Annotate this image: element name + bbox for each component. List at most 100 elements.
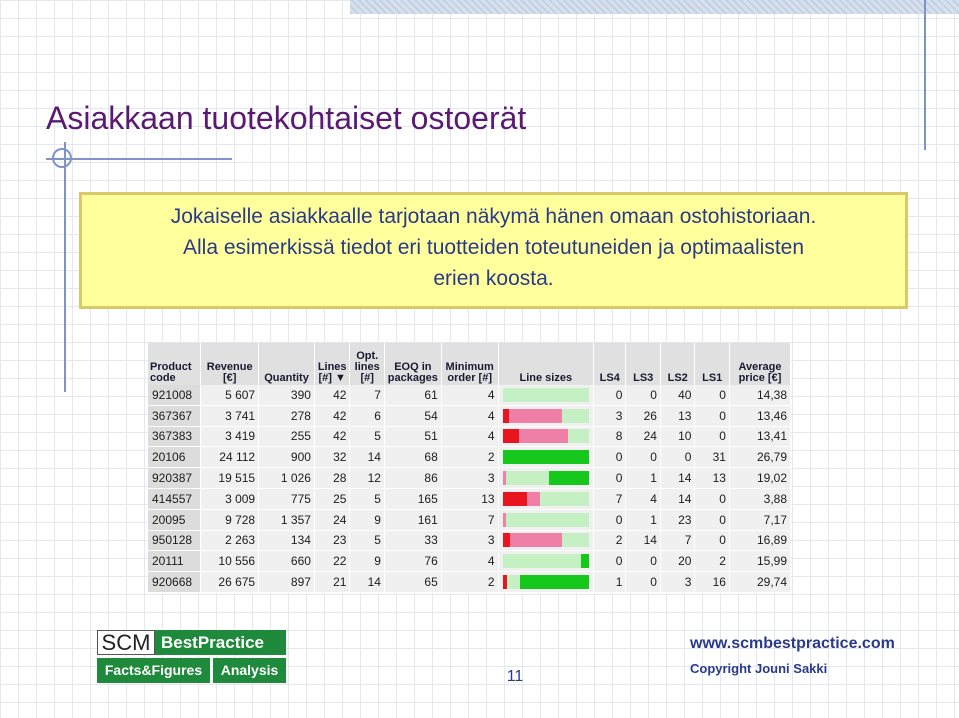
line-sizes-bar xyxy=(502,512,589,527)
table-row[interactable]: 950128 2 263 134 23 5 33 3 2 14 7 0 16,89 xyxy=(148,530,792,552)
cell-avg-price: 29,74 xyxy=(729,571,792,593)
cell-lines: 22 xyxy=(314,550,351,573)
cell-min-order: 2 xyxy=(441,446,499,469)
bar-segment-ls3 xyxy=(526,491,541,506)
bar-segment-ls2 xyxy=(502,387,589,402)
header-product-code[interactable]: Product code xyxy=(148,343,202,385)
cell-ls1: 0 xyxy=(694,509,730,531)
cell-ls1: 16 xyxy=(694,571,730,593)
header-min-order[interactable]: Minimum order [#] xyxy=(441,343,499,385)
table-row[interactable]: 920387 19 515 1 026 28 12 86 3 0 1 14 13 19,02 xyxy=(148,467,792,489)
cell-ls3: 0 xyxy=(625,385,661,406)
cell-ls1: 31 xyxy=(694,446,730,469)
cell-quantity: 897 xyxy=(258,571,315,593)
table-body: 921008 5 607 390 42 7 61 4 0 0 40 0 14,38 367367 3 74… xyxy=(148,385,792,593)
cell-opt-lines: 5 xyxy=(349,530,385,552)
bar-segment-ls2 xyxy=(561,408,589,423)
bar-segment-ls4 xyxy=(502,575,507,590)
table-row[interactable]: 367367 3 741 278 42 6 54 4 3 26 13 0 13,46 xyxy=(148,405,792,427)
header-ls1[interactable]: LS1 xyxy=(694,343,730,385)
table-row[interactable]: 20106 24 112 900 32 14 68 2 0 0 0 31 26,79 xyxy=(148,446,792,469)
bar-segment-ls4 xyxy=(502,533,511,548)
callout-line-3: erien koosta. xyxy=(433,267,554,290)
cell-eoq: 68 xyxy=(384,446,442,469)
table-row[interactable]: 414557 3 009 775 25 5 165 13 7 4 14 0 3,88 xyxy=(148,488,792,510)
callout-line-2: Alla esimerkissä tiedot eri tuotteiden t… xyxy=(182,236,805,259)
cell-min-order: 4 xyxy=(441,550,499,573)
top-stripe-decoration xyxy=(350,0,959,14)
cell-ls1: 2 xyxy=(694,550,730,573)
cell-product-code: 414557 xyxy=(148,488,202,510)
bar-segment-ls2 xyxy=(562,533,589,548)
cell-ls3: 1 xyxy=(625,467,661,489)
cell-ls4: 2 xyxy=(593,530,627,552)
cell-min-order: 3 xyxy=(441,467,499,489)
line-sizes-bar xyxy=(502,554,589,569)
cell-product-code: 921008 xyxy=(148,385,202,406)
cell-lines: 23 xyxy=(314,530,351,552)
header-revenue[interactable]: Revenue [€] xyxy=(200,343,260,385)
cell-avg-price: 14,38 xyxy=(729,385,792,406)
callout-line-1: Jokaiselle asiakkaalle tarjotaan näkymä … xyxy=(170,205,817,228)
bar-segment-ls4 xyxy=(502,408,509,423)
cell-opt-lines: 7 xyxy=(349,385,385,406)
header-opt-lines[interactable]: Opt. lines [#] xyxy=(349,343,385,385)
bar-segment-ls2 xyxy=(568,429,589,444)
cell-ls4: 0 xyxy=(593,467,627,489)
logo-facts-figures: Facts&Figures xyxy=(97,658,210,683)
cell-opt-lines: 9 xyxy=(349,550,385,573)
line-sizes-bar-cell xyxy=(498,509,595,531)
cell-min-order: 4 xyxy=(441,426,499,448)
cell-avg-price: 7,17 xyxy=(729,509,792,531)
cell-ls3: 1 xyxy=(625,509,661,531)
header-lines[interactable]: Lines [#] ▼ xyxy=(314,343,351,385)
line-sizes-bar xyxy=(502,575,589,590)
cell-ls1: 0 xyxy=(694,426,730,448)
cell-opt-lines: 9 xyxy=(349,509,385,531)
page-number: 11 xyxy=(506,668,524,685)
cell-min-order: 13 xyxy=(441,488,499,510)
line-sizes-bar xyxy=(502,429,589,444)
table-row[interactable]: 20111 10 556 660 22 9 76 4 0 0 20 2 15,99 xyxy=(148,550,792,573)
cell-ls2: 40 xyxy=(660,385,696,406)
bar-segment-ls3 xyxy=(518,429,569,444)
bar-segment-ls3 xyxy=(502,471,506,486)
cell-min-order: 4 xyxy=(441,385,499,406)
cell-eoq: 161 xyxy=(384,509,442,531)
cell-ls1: 0 xyxy=(694,530,730,552)
table-row[interactable]: 921008 5 607 390 42 7 61 4 0 0 40 0 14,38 xyxy=(148,385,792,406)
cell-min-order: 7 xyxy=(441,509,499,531)
cell-revenue: 5 607 xyxy=(200,385,260,406)
cell-ls4: 1 xyxy=(593,571,627,593)
bar-segment-ls2 xyxy=(506,575,520,590)
header-quantity[interactable]: Quantity xyxy=(258,343,315,385)
cell-avg-price: 26,79 xyxy=(729,446,792,469)
header-avg-price[interactable]: Average price [€] xyxy=(729,343,792,385)
line-sizes-bar xyxy=(502,471,589,486)
table-row[interactable]: 920668 26 675 897 21 14 65 2 1 0 3 16 29,74 xyxy=(148,571,792,593)
cell-ls2: 23 xyxy=(660,509,696,531)
cell-quantity: 255 xyxy=(258,426,315,448)
cell-lines: 21 xyxy=(314,571,351,593)
callout-box: Jokaiselle asiakkaalle tarjotaan näkymä … xyxy=(79,192,908,309)
cell-avg-price: 15,99 xyxy=(729,550,792,573)
cell-revenue: 19 515 xyxy=(200,467,260,489)
website-link[interactable]: www.scmbestpractice.com xyxy=(690,635,895,652)
line-sizes-bar-cell xyxy=(498,426,595,448)
cell-min-order: 2 xyxy=(441,571,499,593)
table-row[interactable]: 367383 3 419 255 42 5 51 4 8 24 10 0 13,41 xyxy=(148,426,792,448)
cell-ls2: 13 xyxy=(660,405,696,427)
logo-scm-text: SCM xyxy=(97,630,155,655)
header-eoq[interactable]: EOQ in packages xyxy=(384,343,442,385)
cell-ls2: 20 xyxy=(660,550,696,573)
header-ls4[interactable]: LS4 xyxy=(593,343,627,385)
line-sizes-bar-cell xyxy=(498,488,595,510)
header-line-sizes[interactable]: Line sizes xyxy=(498,343,595,385)
table-row[interactable]: 20095 9 728 1 357 24 9 161 7 0 1 23 0 7,17 xyxy=(148,509,792,531)
header-ls3[interactable]: LS3 xyxy=(625,343,661,385)
cell-product-code: 20106 xyxy=(148,446,202,469)
cell-avg-price: 16,89 xyxy=(729,530,792,552)
cell-opt-lines: 6 xyxy=(349,405,385,427)
cell-ls3: 24 xyxy=(625,426,661,448)
header-ls2[interactable]: LS2 xyxy=(660,343,696,385)
